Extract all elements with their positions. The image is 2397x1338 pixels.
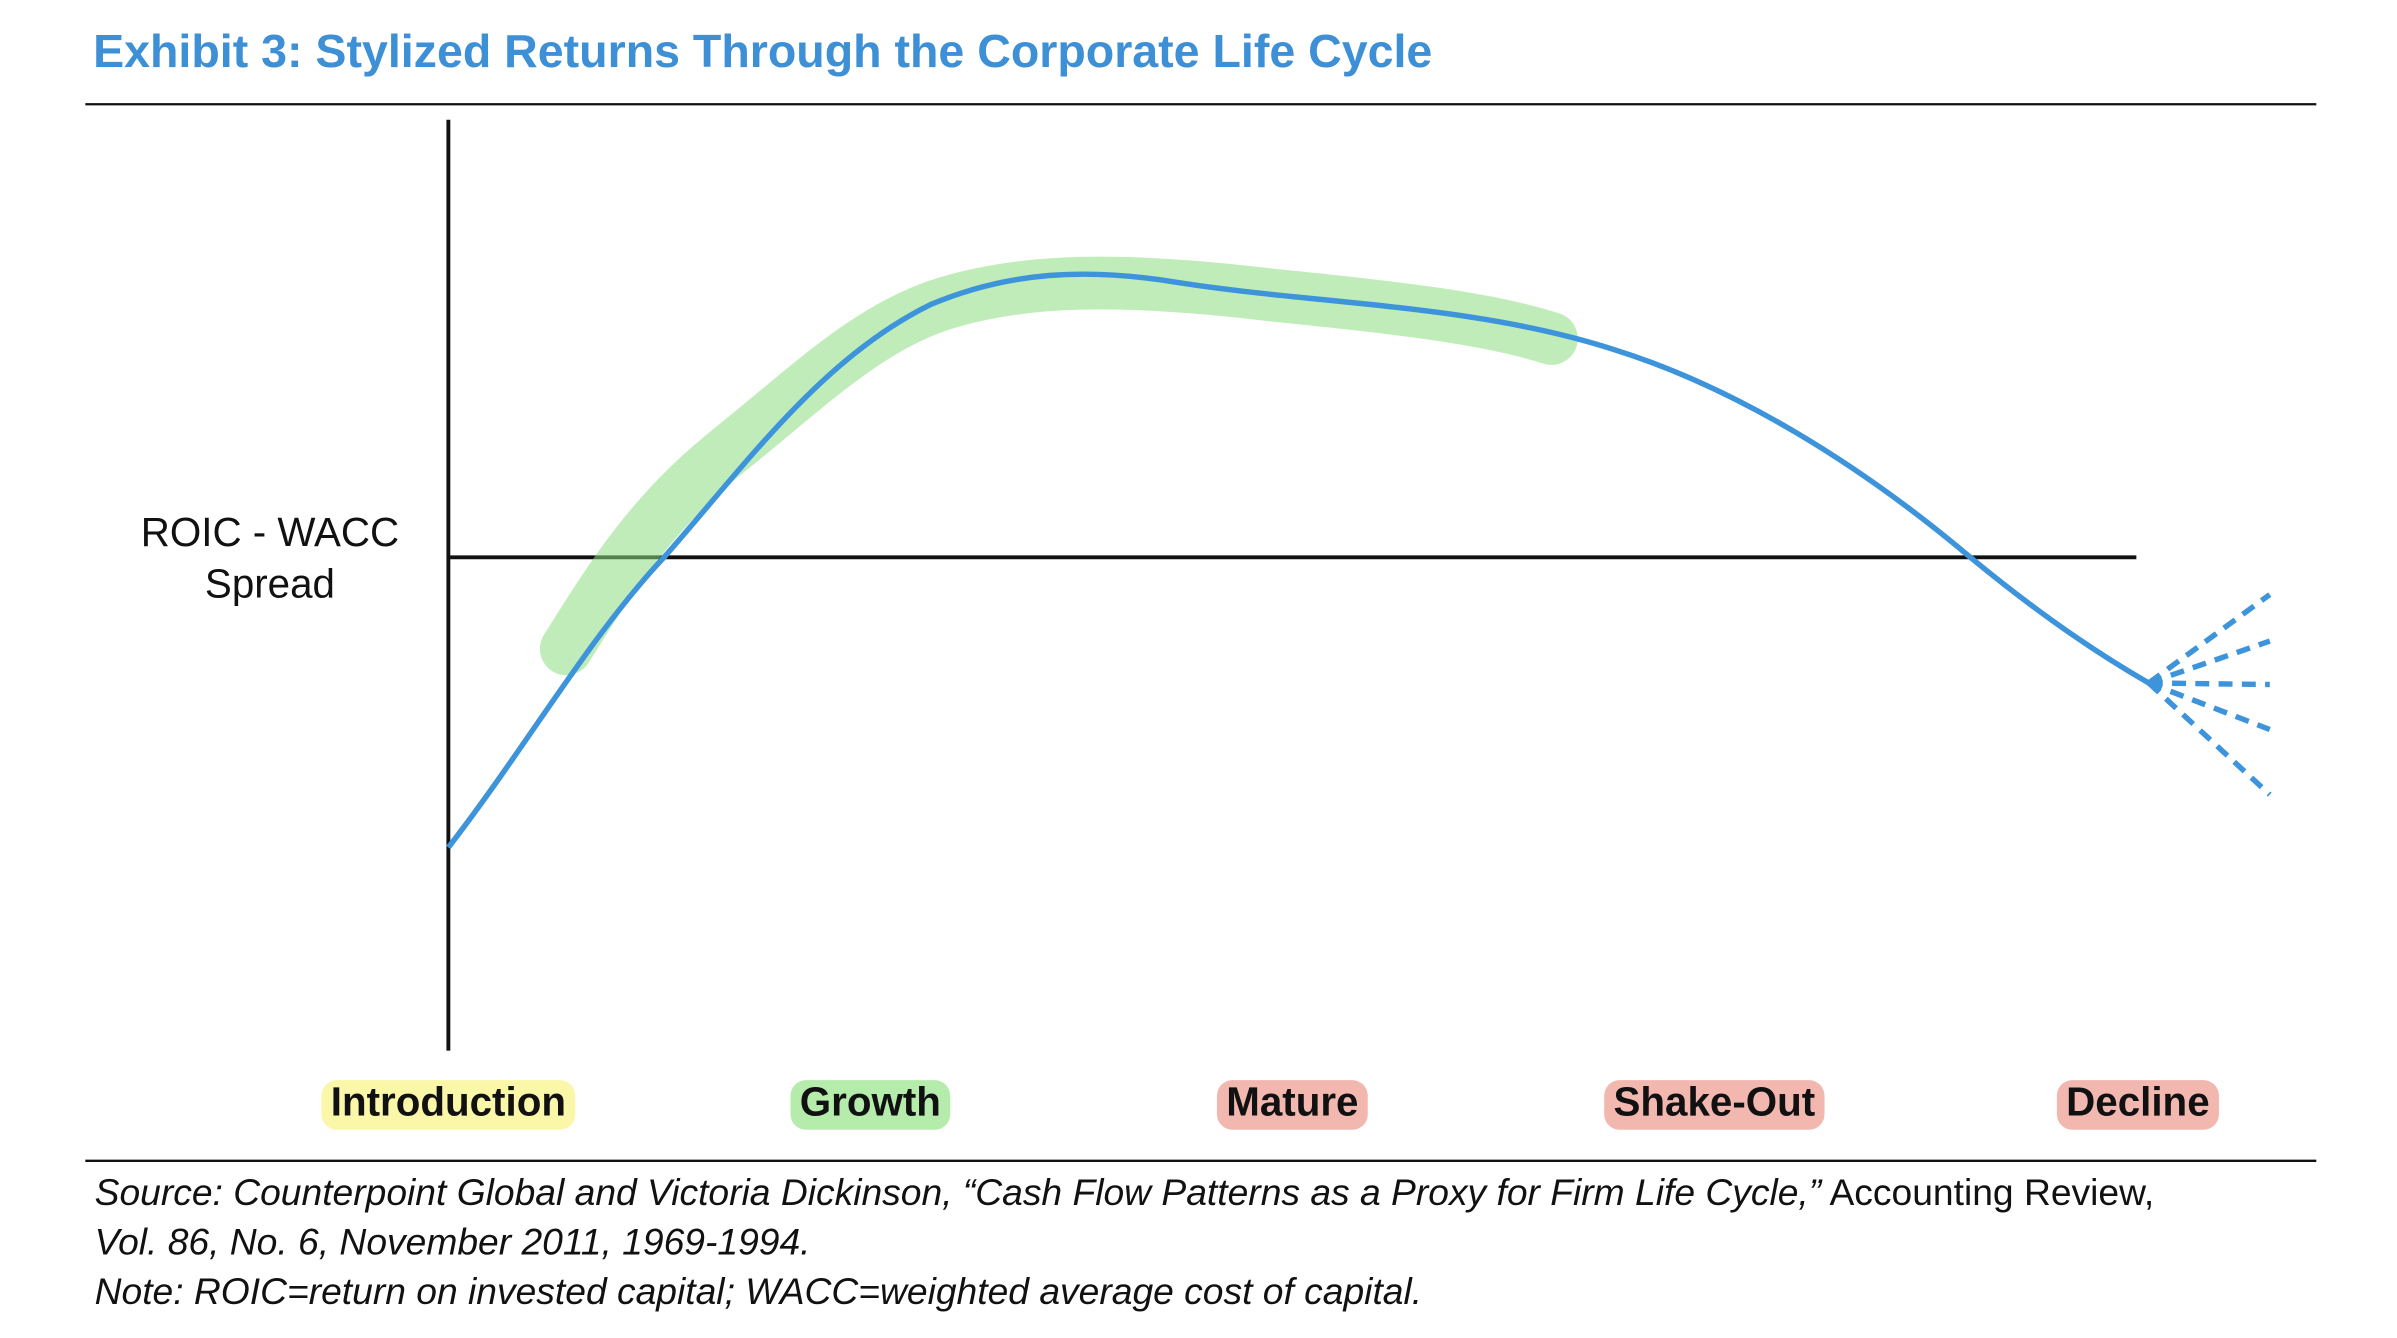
source-text: Source: Counterpoint Global and Victoria… [95,1171,1823,1213]
stage-label: Introduction [331,1079,566,1125]
source-journal: Accounting Review, [1821,1171,2154,1213]
stage-label: Shake-Out [1614,1079,1816,1125]
stage-label: Mature [1226,1079,1358,1125]
y-axis-label: ROIC - WACC [141,509,399,555]
stage-highlight [2056,1080,2219,1130]
stage-labels: Introduction Growth Mature Shake-Out Decline [321,1079,2219,1130]
note: Note: ROIC=return on invested capital; W… [95,1270,1422,1312]
stage-highlight [1216,1080,1368,1130]
growth-highlight [539,256,1578,676]
stage-label: Decline [2066,1079,2209,1125]
stage-highlight [321,1080,576,1130]
stage-highlight [790,1080,951,1130]
title: Exhibit 3: Stylized Returns Through the … [93,25,1432,77]
source-line: Vol. 86, No. 6, November 2011, 1969-1994… [95,1220,811,1262]
decline-fan [2146,592,2272,797]
life-cycle-curve [446,271,2151,850]
stage-highlight [1604,1080,1825,1130]
y-axis-label: Spread [205,560,335,606]
source-line: Source: Counterpoint Global and Victoria… [95,1171,2155,1213]
stage-label: Growth [800,1079,941,1125]
